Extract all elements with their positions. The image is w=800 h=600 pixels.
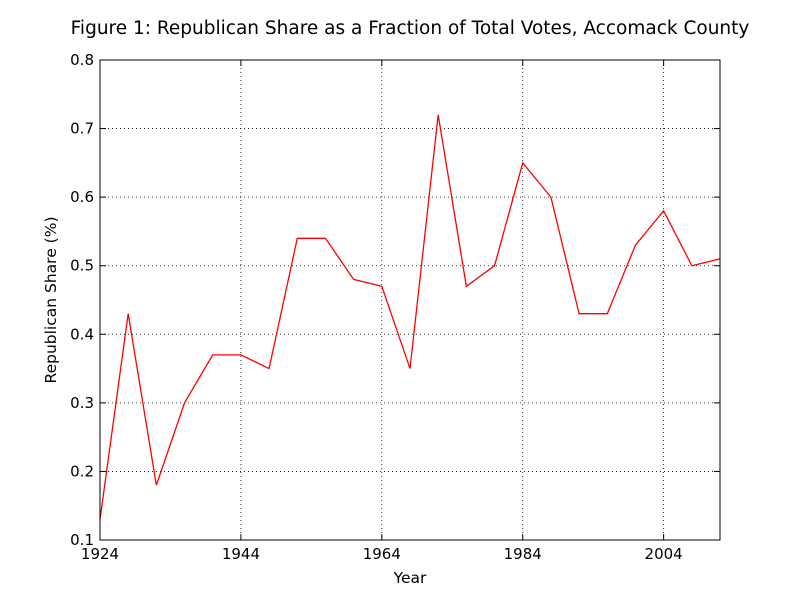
y-tick-label: 0.6 <box>70 188 94 206</box>
y-tick-label: 0.7 <box>70 120 94 138</box>
y-tick-label: 0.2 <box>70 462 94 480</box>
x-tick-label: 1964 <box>363 545 401 563</box>
y-tick-label: 0.1 <box>70 531 94 549</box>
y-tick-label: 0.3 <box>70 394 94 412</box>
y-tick-label: 0.5 <box>70 257 94 275</box>
y-tick-label: 0.8 <box>70 51 94 69</box>
y-tick-label: 0.4 <box>70 325 94 343</box>
series-line <box>99 114 721 520</box>
y-axis-label: Republican Share (%) <box>42 217 60 384</box>
chart-title: Figure 1: Republican Share as a Fraction… <box>71 18 750 39</box>
series-layer <box>99 114 721 520</box>
x-tick-label: 2004 <box>645 545 683 563</box>
x-tick-label: 1984 <box>504 545 542 563</box>
plot-frame <box>99 59 721 541</box>
tick-layer: 1924 1944 1964 1984 2004 0.1 0.2 0.3 0.4 0.5 0.6 0.… <box>70 51 720 563</box>
grid-layer <box>100 60 720 540</box>
x-tick-label: 1944 <box>222 545 260 563</box>
x-axis-label: Year <box>393 569 427 587</box>
x-tick-label: 1924 <box>81 545 119 563</box>
